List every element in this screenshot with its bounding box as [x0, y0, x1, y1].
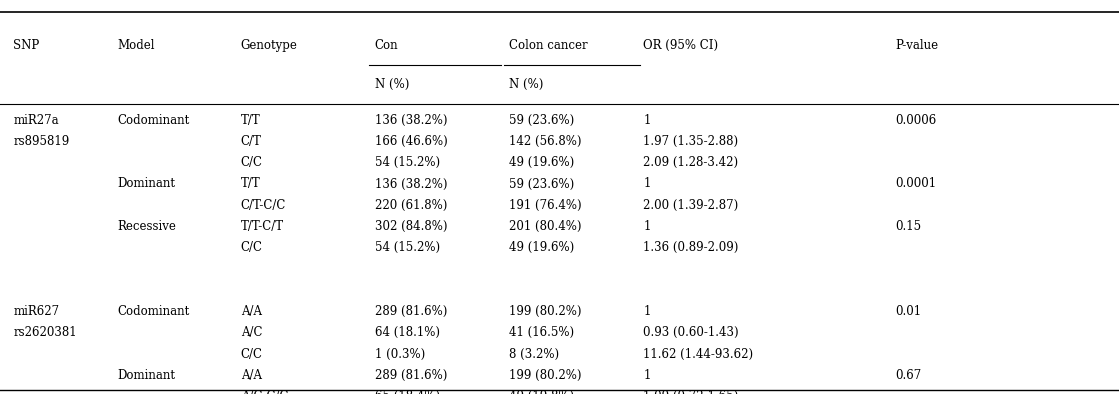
Text: T/T: T/T — [241, 114, 261, 126]
Text: 59 (23.6%): 59 (23.6%) — [509, 114, 574, 126]
Text: 166 (46.6%): 166 (46.6%) — [375, 135, 448, 148]
Text: 49 (19.6%): 49 (19.6%) — [509, 242, 574, 254]
Text: 0.01: 0.01 — [895, 305, 921, 318]
Text: A/A: A/A — [241, 369, 262, 382]
Text: 2.00 (1.39-2.87): 2.00 (1.39-2.87) — [643, 199, 739, 212]
Text: N (%): N (%) — [509, 78, 544, 91]
Text: A/C-C/C: A/C-C/C — [241, 390, 288, 394]
Text: 1: 1 — [643, 305, 651, 318]
Text: 1 (0.3%): 1 (0.3%) — [375, 348, 425, 361]
Text: Colon cancer: Colon cancer — [509, 39, 587, 52]
Text: 1.36 (0.89-2.09): 1.36 (0.89-2.09) — [643, 242, 739, 254]
Text: 2.09 (1.28-3.42): 2.09 (1.28-3.42) — [643, 156, 739, 169]
Text: 136 (38.2%): 136 (38.2%) — [375, 114, 448, 126]
Text: 49 (19.8%): 49 (19.8%) — [509, 390, 574, 394]
Text: 64 (18.1%): 64 (18.1%) — [375, 327, 440, 339]
Text: 1: 1 — [643, 178, 651, 190]
Text: C/C: C/C — [241, 156, 263, 169]
Text: 1: 1 — [643, 114, 651, 126]
Text: C/C: C/C — [241, 348, 263, 361]
Text: 0.67: 0.67 — [895, 369, 921, 382]
Text: 41 (16.5%): 41 (16.5%) — [509, 327, 574, 339]
Text: 1: 1 — [643, 220, 651, 233]
Text: miR627: miR627 — [13, 305, 59, 318]
Text: 59 (23.6%): 59 (23.6%) — [509, 178, 574, 190]
Text: rs895819: rs895819 — [13, 135, 69, 148]
Text: 302 (84.8%): 302 (84.8%) — [375, 220, 448, 233]
Text: 1.09 (0.72-1.65): 1.09 (0.72-1.65) — [643, 390, 739, 394]
Text: miR27a: miR27a — [13, 114, 59, 126]
Text: Codominant: Codominant — [117, 305, 190, 318]
Text: 65 (18.4%): 65 (18.4%) — [375, 390, 440, 394]
Text: 199 (80.2%): 199 (80.2%) — [509, 305, 582, 318]
Text: 199 (80.2%): 199 (80.2%) — [509, 369, 582, 382]
Text: 54 (15.2%): 54 (15.2%) — [375, 242, 440, 254]
Text: 142 (56.8%): 142 (56.8%) — [509, 135, 582, 148]
Text: T/T: T/T — [241, 178, 261, 190]
Text: rs2620381: rs2620381 — [13, 327, 77, 339]
Text: 191 (76.4%): 191 (76.4%) — [509, 199, 582, 212]
Text: 0.15: 0.15 — [895, 220, 921, 233]
Text: Recessive: Recessive — [117, 220, 177, 233]
Text: 8 (3.2%): 8 (3.2%) — [509, 348, 560, 361]
Text: T/T-C/T: T/T-C/T — [241, 220, 284, 233]
Text: Dominant: Dominant — [117, 369, 176, 382]
Text: SNP: SNP — [13, 39, 39, 52]
Text: Codominant: Codominant — [117, 114, 190, 126]
Text: 220 (61.8%): 220 (61.8%) — [375, 199, 448, 212]
Text: A/C: A/C — [241, 327, 262, 339]
Text: 54 (15.2%): 54 (15.2%) — [375, 156, 440, 169]
Text: 0.93 (0.60-1.43): 0.93 (0.60-1.43) — [643, 327, 739, 339]
Text: 0.0006: 0.0006 — [895, 114, 937, 126]
Text: Genotype: Genotype — [241, 39, 298, 52]
Text: 0.0001: 0.0001 — [895, 178, 937, 190]
Text: 289 (81.6%): 289 (81.6%) — [375, 305, 448, 318]
Text: C/T: C/T — [241, 135, 262, 148]
Text: Con: Con — [375, 39, 398, 52]
Text: 289 (81.6%): 289 (81.6%) — [375, 369, 448, 382]
Text: Dominant: Dominant — [117, 178, 176, 190]
Text: A/A: A/A — [241, 305, 262, 318]
Text: 49 (19.6%): 49 (19.6%) — [509, 156, 574, 169]
Text: Model: Model — [117, 39, 156, 52]
Text: N (%): N (%) — [375, 78, 410, 91]
Text: 136 (38.2%): 136 (38.2%) — [375, 178, 448, 190]
Text: 1: 1 — [643, 369, 651, 382]
Text: OR (95% CI): OR (95% CI) — [643, 39, 718, 52]
Text: 1.97 (1.35-2.88): 1.97 (1.35-2.88) — [643, 135, 739, 148]
Text: 201 (80.4%): 201 (80.4%) — [509, 220, 582, 233]
Text: C/C: C/C — [241, 242, 263, 254]
Text: C/T-C/C: C/T-C/C — [241, 199, 286, 212]
Text: P-value: P-value — [895, 39, 939, 52]
Text: 11.62 (1.44-93.62): 11.62 (1.44-93.62) — [643, 348, 753, 361]
